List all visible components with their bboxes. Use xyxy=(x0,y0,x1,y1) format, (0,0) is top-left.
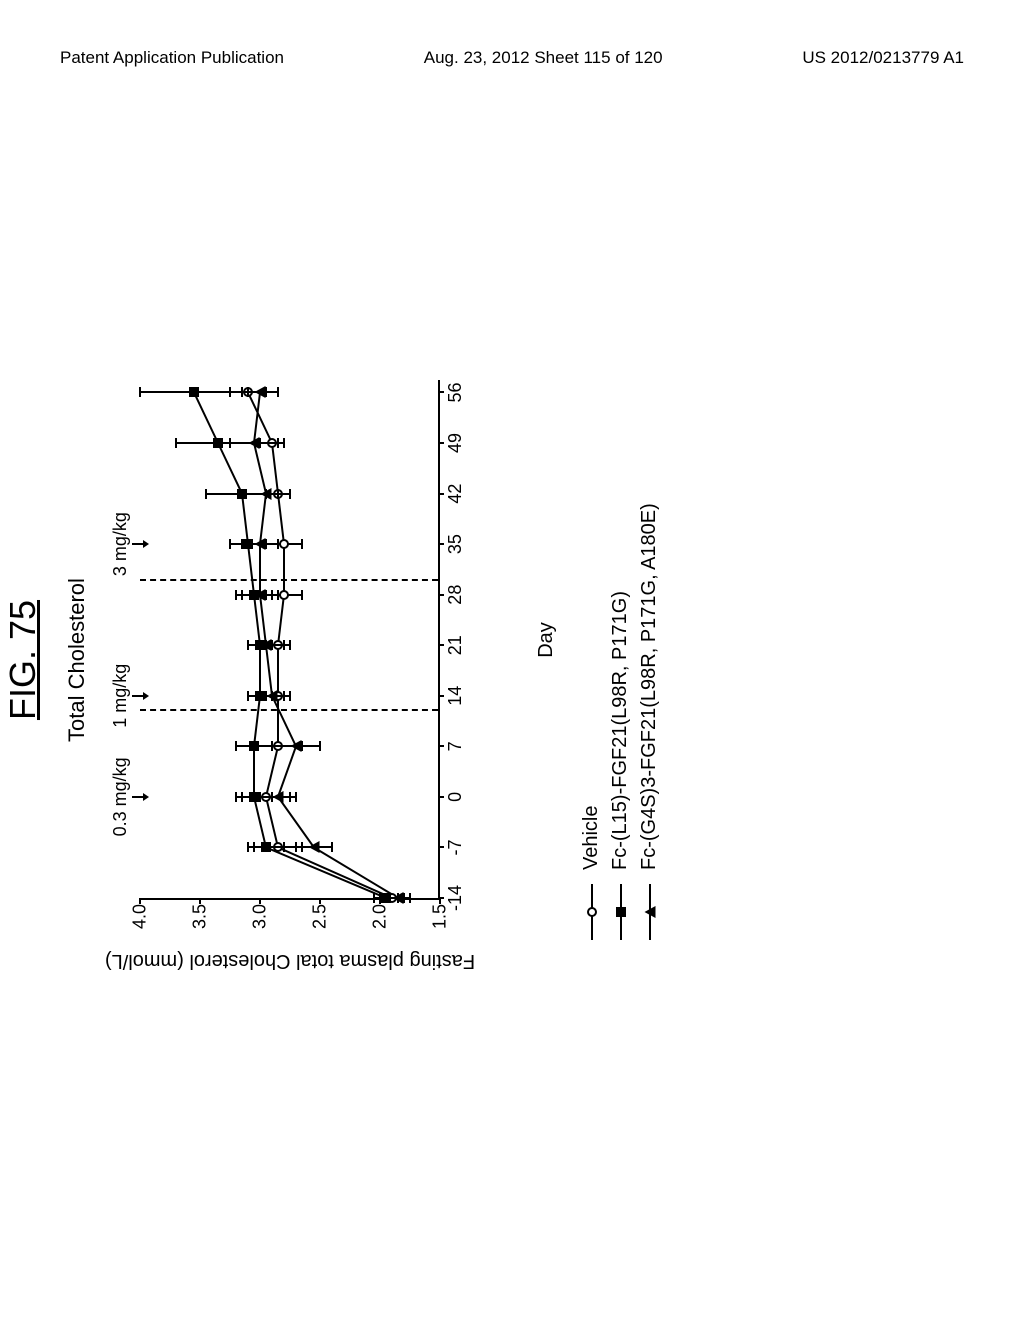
legend: Vehicle Fc-(L15)-FGF21(L98R, P171G) Fc-(G4… xyxy=(580,380,661,940)
data-marker xyxy=(189,387,199,397)
legend-marker-icon xyxy=(587,907,597,917)
x-tick-label: -7 xyxy=(445,839,466,855)
data-marker xyxy=(249,792,259,802)
data-marker xyxy=(261,842,271,852)
plot-region: 1.52.02.53.03.54.0-14-707142128354249560… xyxy=(140,380,440,900)
legend-line-icon xyxy=(591,884,593,940)
legend-line-icon xyxy=(620,884,622,940)
data-marker xyxy=(291,740,302,752)
data-marker xyxy=(255,386,266,398)
legend-marker-icon xyxy=(644,906,655,918)
data-marker xyxy=(273,791,284,803)
chart-title: Total Cholesterol xyxy=(64,260,90,1060)
dose-arrow-icon xyxy=(132,695,144,697)
y-tick-label: 2.5 xyxy=(310,904,331,948)
data-marker xyxy=(255,538,266,550)
legend-label: Vehicle xyxy=(580,806,603,871)
chart-area: Fasting plasma total Cholesterol (mmol/L… xyxy=(100,340,500,980)
data-marker xyxy=(213,438,223,448)
data-marker xyxy=(261,488,272,500)
legend-item: Fc-(G4S)3-FGF21(L98R, P171G, A180E) xyxy=(638,380,661,940)
dose-label: 3 mg/kg xyxy=(110,512,131,576)
legend-marker-icon xyxy=(616,907,626,917)
x-tick-label: -14 xyxy=(445,885,466,911)
dose-label: 1 mg/kg xyxy=(110,664,131,728)
data-marker xyxy=(279,539,289,549)
dose-label: 0.3 mg/kg xyxy=(110,757,131,836)
legend-label: Fc-(L15)-FGF21(L98R, P171G) xyxy=(609,591,632,870)
dose-separator xyxy=(140,709,438,711)
x-tick-label: 28 xyxy=(445,585,466,605)
data-marker xyxy=(249,741,259,751)
page-header: Patent Application Publication Aug. 23, … xyxy=(0,48,1024,68)
legend-label: Fc-(G4S)3-FGF21(L98R, P171G, A180E) xyxy=(638,503,661,870)
header-right: US 2012/0213779 A1 xyxy=(802,48,964,68)
legend-item: Vehicle xyxy=(580,380,603,940)
dose-arrow-icon xyxy=(132,796,144,798)
header-left: Patent Application Publication xyxy=(60,48,284,68)
data-marker xyxy=(279,590,289,600)
legend-item: Fc-(L15)-FGF21(L98R, P171G) xyxy=(609,380,632,940)
y-tick-label: 2.0 xyxy=(370,904,391,948)
x-tick-label: 49 xyxy=(445,433,466,453)
data-marker xyxy=(309,841,320,853)
dose-arrow-icon xyxy=(132,543,144,545)
header-center: Aug. 23, 2012 Sheet 115 of 120 xyxy=(424,48,663,68)
data-marker xyxy=(393,892,404,904)
y-tick-label: 3.0 xyxy=(250,904,271,948)
x-tick-label: 0 xyxy=(445,792,466,802)
data-marker xyxy=(255,589,266,601)
plot-lines-svg xyxy=(140,380,438,898)
data-marker xyxy=(267,690,278,702)
x-tick-label: 7 xyxy=(445,741,466,751)
y-axis-label: Fasting plasma total Cholesterol (mmol/L… xyxy=(105,949,475,972)
x-tick-label: 21 xyxy=(445,635,466,655)
x-axis-label: Day xyxy=(535,622,558,658)
legend-line-icon xyxy=(649,884,651,940)
figure-container: FIG. 75 Total Cholesterol Fasting plasma… xyxy=(2,260,1022,1060)
x-tick-label: 14 xyxy=(445,686,466,706)
x-tick-label: 56 xyxy=(445,382,466,402)
y-tick-label: 4.0 xyxy=(130,904,151,948)
data-marker xyxy=(249,437,260,449)
x-tick-label: 35 xyxy=(445,534,466,554)
dose-separator xyxy=(140,579,438,581)
data-marker xyxy=(261,639,272,651)
figure-label: FIG. 75 xyxy=(2,260,44,1060)
x-tick-label: 42 xyxy=(445,484,466,504)
y-tick-label: 3.5 xyxy=(190,904,211,948)
